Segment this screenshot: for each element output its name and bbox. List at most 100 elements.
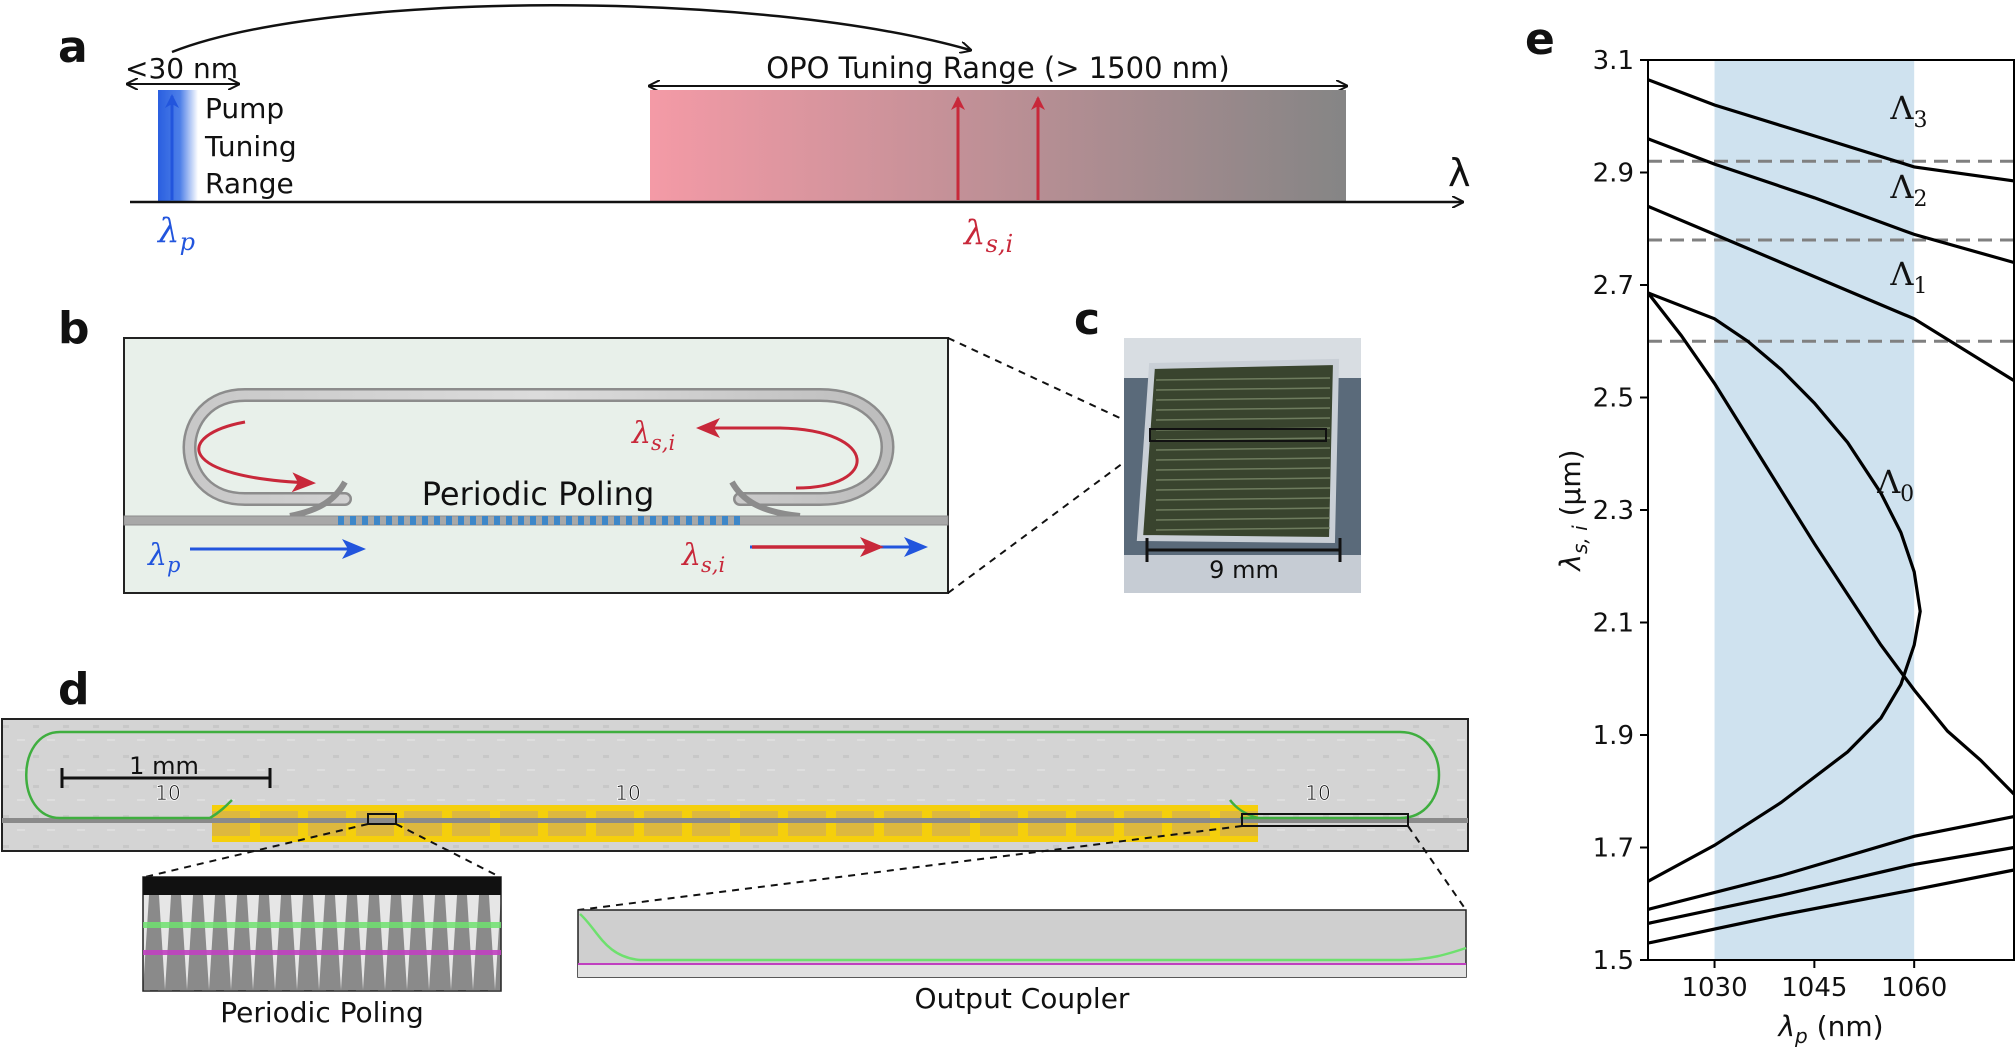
poling-domain — [398, 516, 404, 525]
y-tick-label: 2.1 — [1593, 609, 1634, 639]
chip-waveguide-line — [1155, 417, 1331, 421]
ring-arrow-left — [197, 420, 316, 493]
panel-e: e Λ0 Λ1 Λ2 Λ3 1.5 1.7 1.9 2.1 2.3 2.5 2.7 2.9 3.1 103… — [1525, 14, 2015, 1047]
poling-tile — [932, 811, 970, 836]
poling-tile — [884, 811, 922, 836]
zoom-line-oc-right — [1407, 825, 1467, 911]
chip-waveguide-line — [1155, 467, 1331, 471]
y-tick-label: 3.1 — [1593, 46, 1634, 76]
panel-b-label: b — [58, 303, 90, 354]
y-tick-label: 1.5 — [1593, 946, 1634, 976]
poling-domain — [482, 516, 488, 525]
poling-tile — [260, 811, 298, 836]
curve-2-upper — [1648, 137, 2015, 265]
poling-domain — [362, 516, 368, 525]
opo-range-label: OPO Tuning Range (> 1500 nm) — [766, 51, 1229, 85]
inset-coupler-label: Output Coupler — [915, 982, 1130, 1015]
poling-label: Periodic Poling — [422, 475, 655, 513]
series-label-3: Λ3 — [1889, 89, 1927, 133]
opo-band — [650, 90, 1346, 202]
curve-1-lower — [1648, 815, 2015, 911]
x-axis-label: λp (nm) — [1776, 1010, 1883, 1047]
chip-waveguides — [1155, 377, 1331, 531]
chip-waveguide-line — [1155, 397, 1331, 401]
poling-domain — [698, 516, 704, 525]
poling-tile — [596, 811, 634, 836]
poling-band-texture — [212, 811, 1258, 836]
inset-poling-image — [142, 876, 502, 992]
chip-waveguide-line — [1155, 517, 1331, 521]
poling-domain — [530, 516, 536, 525]
ring-signal-label: λs,i — [631, 416, 675, 455]
x-tick-label: 1045 — [1781, 973, 1847, 1003]
poling-tile — [212, 811, 250, 836]
panel-d: d 10 10 10 1 mm Periodic Poling Output C — [1, 664, 1469, 1029]
photo-holder-bottom — [1124, 555, 1361, 593]
poling-tile — [500, 811, 538, 836]
panel-b: b Periodic Poling λs,i λp λs,i — [58, 303, 1151, 594]
poling-domain — [734, 516, 740, 525]
panel-d-label: d — [58, 664, 90, 715]
poling-domain — [470, 516, 476, 525]
coupler-right — [729, 480, 801, 519]
poling-domain — [434, 516, 440, 525]
signal-wavelength-label: λs,i — [962, 213, 1013, 258]
panel-c-label: c — [1074, 294, 1100, 345]
poling-tile — [980, 811, 1018, 836]
zoom-line-top — [947, 337, 1151, 433]
chip-waveguide-line — [1155, 447, 1331, 451]
zoom-line-pp-right — [395, 823, 501, 878]
ring-resonator — [185, 390, 892, 504]
poling-tile — [692, 811, 730, 836]
x-tick-label: 1030 — [1681, 973, 1747, 1003]
y-tick-label: 2.9 — [1593, 159, 1634, 189]
poling-domain — [542, 516, 548, 525]
poling-tile — [644, 811, 682, 836]
pump-band — [158, 90, 198, 202]
poling-tile — [1076, 811, 1114, 836]
y-tick-label: 1.9 — [1593, 721, 1634, 751]
coupler-micro-right — [1229, 799, 1259, 820]
poling-tile — [452, 811, 490, 836]
coupler-left — [289, 480, 348, 519]
poling-tile — [404, 811, 442, 836]
curve-1-upper — [1648, 204, 2015, 382]
poling-domain — [374, 516, 380, 525]
chip-waveguide-line — [1155, 437, 1331, 441]
chip-waveguide-line — [1155, 507, 1331, 511]
chip-scale-label: 9 mm — [1209, 556, 1279, 584]
poling-tile — [308, 811, 346, 836]
poling-domain — [458, 516, 464, 525]
poling-domain — [554, 516, 560, 525]
poling-domain — [638, 516, 644, 525]
panel-e-label: e — [1525, 14, 1555, 65]
bus-waveguide-micro — [2, 818, 1468, 823]
poling-tile — [836, 811, 874, 836]
panel-a: a <30 nm Pump Tuning Range OPO Tuning Ra… — [58, 4, 1471, 258]
zoom-line-bottom — [947, 442, 1151, 594]
series-label-0: Λ0 — [1876, 463, 1914, 507]
poling-domain — [650, 516, 656, 525]
poling-domain — [662, 516, 668, 525]
chip-die — [1136, 358, 1340, 544]
panel-a-label: a — [58, 22, 88, 73]
chip-waveguide-line — [1155, 487, 1331, 491]
y-tick-label: 2.7 — [1593, 271, 1634, 301]
poling-domain — [350, 516, 356, 525]
panel-c: c 9 mm — [1074, 294, 1361, 593]
inset-poling-magenta — [143, 950, 501, 955]
coupler-micro-left — [209, 799, 233, 820]
curve-2-lower — [1648, 845, 2015, 925]
ring-micro — [25, 730, 1441, 820]
chip-mark-2: 10 — [615, 781, 640, 805]
poling-domain — [518, 516, 524, 525]
inset-poling-top-edge — [143, 877, 501, 895]
pump-range-label: <30 nm — [125, 52, 238, 85]
poling-domain — [446, 516, 452, 525]
ring-arrow-right — [696, 418, 859, 490]
zoom-box-poling — [367, 813, 397, 825]
poling-tile — [740, 811, 778, 836]
poling-region — [338, 516, 740, 525]
inset-poling-label: Periodic Poling — [220, 996, 423, 1029]
poling-domain — [506, 516, 512, 525]
